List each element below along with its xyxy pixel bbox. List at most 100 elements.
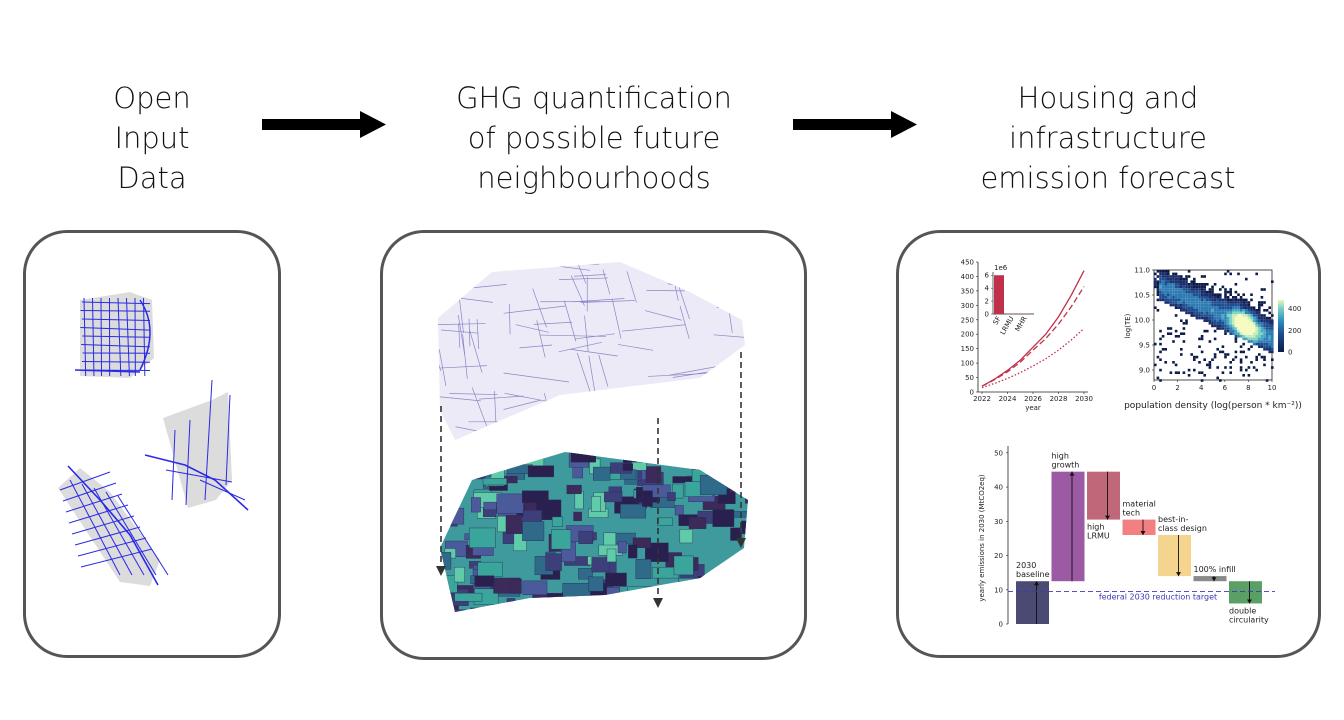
heat-cell bbox=[1177, 296, 1180, 299]
heat-cell bbox=[1247, 309, 1251, 312]
step-label: 100% infill bbox=[1194, 565, 1236, 574]
heat-cell bbox=[1164, 288, 1167, 291]
heat-cell bbox=[1250, 316, 1253, 320]
heat-cell bbox=[1182, 296, 1186, 299]
heat-cell bbox=[1193, 355, 1196, 359]
heat-cell bbox=[1242, 311, 1245, 315]
heat-cell bbox=[1185, 275, 1188, 278]
heat-cell bbox=[1213, 324, 1217, 328]
heat-cell bbox=[1221, 350, 1225, 354]
heat-cell bbox=[1167, 298, 1170, 302]
x-tick-label: 2 bbox=[1175, 384, 1179, 392]
heat-cell bbox=[1167, 270, 1170, 273]
heat-cell bbox=[1206, 296, 1209, 299]
heat-cell bbox=[1229, 329, 1232, 333]
heat-cell bbox=[1169, 280, 1173, 283]
arrow-head-icon bbox=[1176, 572, 1181, 577]
heat-cell bbox=[1195, 293, 1199, 296]
heat-cell bbox=[1260, 296, 1264, 299]
heat-cell bbox=[1234, 290, 1238, 294]
street bbox=[563, 300, 577, 342]
heat-cell bbox=[1206, 303, 1209, 307]
heat-cell bbox=[1156, 283, 1160, 286]
heat-cell bbox=[1271, 327, 1274, 330]
heat-cell bbox=[1161, 280, 1165, 283]
heat-cell bbox=[1167, 301, 1170, 304]
heat-cell bbox=[1242, 319, 1245, 322]
street bbox=[62, 482, 117, 502]
heat-cell bbox=[1161, 277, 1165, 281]
heat-cell bbox=[1250, 311, 1253, 315]
heat-cell bbox=[1245, 314, 1248, 317]
heat-cell bbox=[1182, 322, 1186, 325]
street bbox=[449, 393, 498, 395]
heat-cell bbox=[1255, 322, 1258, 325]
heat-cell bbox=[1242, 332, 1245, 335]
parcel bbox=[471, 497, 481, 513]
series-line bbox=[981, 286, 1085, 387]
heat-cell bbox=[1174, 306, 1178, 309]
heat-cell bbox=[1258, 345, 1261, 348]
heat-cell bbox=[1177, 371, 1180, 374]
heat-cell bbox=[1237, 324, 1240, 328]
heat-cell bbox=[1247, 374, 1251, 377]
heat-cell bbox=[1174, 335, 1178, 338]
heat-cell bbox=[1213, 301, 1217, 304]
heat-cell bbox=[1232, 303, 1235, 307]
heat-cell bbox=[1185, 280, 1188, 283]
heat-cell bbox=[1185, 283, 1188, 286]
heat-cell bbox=[1164, 361, 1167, 364]
heat-cell bbox=[1219, 319, 1222, 322]
heat-cell bbox=[1237, 319, 1240, 322]
heat-cell bbox=[1174, 288, 1178, 291]
step-label-line: high bbox=[1087, 523, 1104, 532]
heat-cell bbox=[1161, 293, 1165, 296]
heat-cell bbox=[1226, 309, 1230, 312]
heat-cell bbox=[1195, 303, 1199, 307]
heat-cell bbox=[1237, 322, 1240, 325]
heat-cell bbox=[1195, 301, 1199, 304]
parcel bbox=[566, 484, 582, 495]
heat-cell bbox=[1260, 324, 1264, 328]
heat-cell bbox=[1169, 296, 1173, 299]
heat-cell bbox=[1237, 329, 1240, 333]
parcel bbox=[545, 553, 562, 571]
heat-cell bbox=[1208, 361, 1212, 364]
heat-cell bbox=[1263, 301, 1266, 304]
heat-cell bbox=[1216, 301, 1219, 304]
heat-cell bbox=[1216, 314, 1219, 317]
heat-cell bbox=[1190, 311, 1193, 315]
heat-cell bbox=[1260, 303, 1264, 307]
heat-cell bbox=[1250, 306, 1253, 309]
heat-cell bbox=[1200, 290, 1204, 294]
heat-cell bbox=[1252, 342, 1256, 346]
heat-cell bbox=[1156, 285, 1160, 289]
parcel bbox=[522, 580, 548, 595]
heat-cell bbox=[1260, 322, 1264, 325]
heat-cell bbox=[1263, 363, 1266, 367]
heat-cell bbox=[1263, 327, 1266, 330]
heat-cell bbox=[1208, 306, 1212, 309]
density-heatmap: 0 2 4 6 8 10 9.0 9.5 10.0 10.5 11.0 population de… bbox=[1124, 267, 1302, 412]
heat-cell bbox=[1239, 303, 1243, 307]
heat-cell bbox=[1242, 342, 1245, 346]
heat-cell bbox=[1271, 319, 1274, 322]
heat-cell bbox=[1234, 298, 1238, 302]
heat-cell bbox=[1185, 296, 1188, 299]
parcel bbox=[628, 544, 638, 559]
y-tick-label: 200 bbox=[961, 331, 974, 339]
heat-cell bbox=[1219, 309, 1222, 312]
street bbox=[576, 352, 591, 394]
heat-cell bbox=[1198, 285, 1201, 289]
heat-cell bbox=[1242, 306, 1245, 309]
street bbox=[533, 321, 573, 325]
heat-cell bbox=[1200, 298, 1204, 302]
x-tick-label: 10 bbox=[1268, 384, 1277, 392]
heat-cell bbox=[1232, 327, 1235, 330]
heat-cell bbox=[1200, 335, 1204, 338]
heat-cell bbox=[1195, 309, 1199, 312]
step-label-line: 2030 bbox=[1016, 561, 1036, 570]
heat-cell bbox=[1245, 329, 1248, 333]
